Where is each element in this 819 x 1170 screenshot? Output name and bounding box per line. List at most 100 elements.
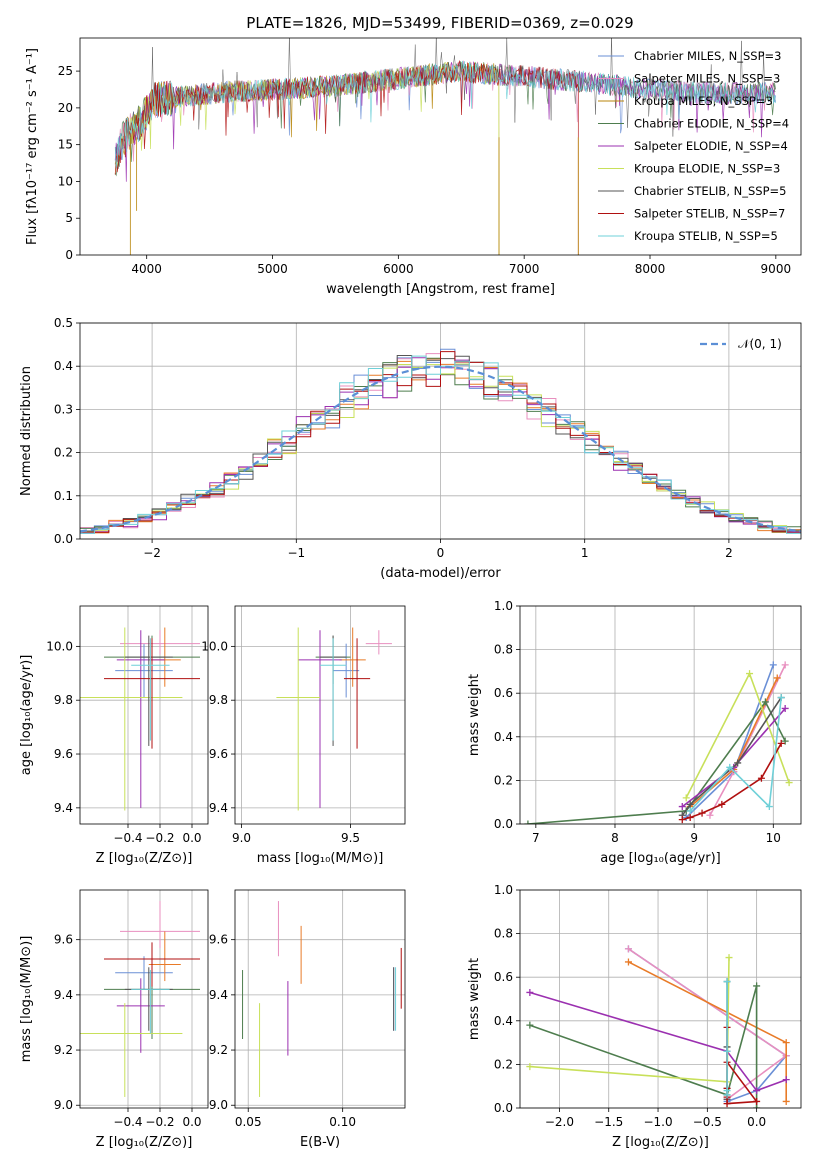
- y-tick-label: 0.3: [54, 402, 73, 416]
- histogram-7: [80, 351, 801, 534]
- legend-label: Kroupa ELODIE, N_SSP=3: [634, 162, 780, 176]
- x-axis-label: age [log₁₀(age/yr)]: [600, 851, 721, 866]
- legend-label: Chabrier STELIB, N_SSP=5: [634, 184, 786, 198]
- x-tick-label: 0.0: [182, 1115, 201, 1129]
- y-axis-label: age [log₁₀(age/yr)]: [19, 655, 34, 776]
- axes-frame: [79, 889, 209, 1109]
- y-axis-label: Flux [fλ10⁻¹⁷ erg cm⁻² s⁻¹ A⁻¹]: [25, 48, 40, 245]
- y-tick-label: 0.5: [54, 316, 73, 330]
- axes-frame: [234, 889, 406, 1109]
- weight-marker: [765, 803, 773, 811]
- panel-mass-vs-Z: −0.4 −0.2 0.0 9.0 9.2 9.4 9.6 Z [log₁₀(Z/Z⊙)] ma…: [19, 889, 209, 1150]
- panel-spectrum: 4000 5000 6000 7000 8000 9000 0 5 10 15 20 25 wavele…: [25, 37, 802, 297]
- x-tick-label: 8000: [635, 262, 666, 276]
- y-axis-label: mass weight: [467, 674, 482, 756]
- weight-marker: [782, 1039, 790, 1047]
- figure-title: PLATE=1826, MJD=53499, FIBERID=0369, z=0…: [246, 14, 633, 32]
- x-tick-label: 0.10: [329, 1115, 356, 1129]
- weight-marker: [686, 800, 694, 808]
- weight-marker: [782, 1076, 790, 1084]
- y-tick-label: 9.6: [209, 747, 228, 761]
- x-tick-label: 9.0: [232, 831, 251, 845]
- y-tick-label: 0.2: [494, 773, 513, 787]
- legend-label: Chabrier MILES, N_SSP=3: [634, 49, 781, 63]
- weight-marker: [753, 1104, 761, 1108]
- weight-line-3: [527, 700, 786, 824]
- weight-marker: [698, 809, 706, 817]
- weight-marker: [782, 1097, 790, 1105]
- weight-marker: [524, 820, 532, 824]
- x-tick-label: 2: [725, 546, 733, 560]
- weight-marker: [753, 1097, 761, 1105]
- weight-marker: [725, 954, 733, 962]
- y-tick-label: 0.4: [494, 1014, 513, 1028]
- weight-marker: [526, 988, 534, 996]
- panel-age-vs-Z: −0.4 −0.2 0.0 9.4 9.6 9.8 10.0 Z [log₁₀(Z/Z⊙)] a…: [19, 605, 209, 866]
- y-tick-label: 0.8: [494, 927, 513, 941]
- x-tick-label: −1: [287, 546, 305, 560]
- x-tick-label: 8: [611, 831, 619, 845]
- panel-mass-weight-vs-age: 7 8 9 10 0.0 0.2 0.4 0.6 0.8 1.0 age [log₁₀(age/yr…: [467, 599, 802, 866]
- x-tick-label: 0.05: [235, 1115, 262, 1129]
- weight-marker: [678, 816, 686, 824]
- legend-label: Kroupa MILES, N_SSP=3: [634, 94, 773, 108]
- x-tick-label: 0: [437, 546, 445, 560]
- weight-marker: [686, 813, 694, 821]
- y-tick-label: 5: [65, 211, 73, 225]
- axes-frame: [79, 605, 209, 825]
- y-tick-label: 10: [58, 174, 73, 188]
- weight-marker: [718, 800, 726, 808]
- weight-marker: [785, 779, 793, 787]
- x-tick-label: −0.2: [145, 831, 174, 845]
- y-tick-label: 0: [65, 248, 73, 262]
- y-tick-label: 15: [58, 138, 73, 152]
- weight-marker: [526, 1063, 534, 1071]
- y-tick-label: 0.2: [54, 446, 73, 460]
- histogram-8: [80, 355, 801, 534]
- x-tick-label: 4000: [131, 262, 162, 276]
- y-tick-label: 9.4: [209, 988, 228, 1002]
- y-tick-label: 0.0: [494, 817, 513, 831]
- x-tick-label: −0.4: [113, 1115, 142, 1129]
- axes-frame: [234, 605, 406, 825]
- weight-marker: [706, 811, 714, 819]
- plot-area: [276, 627, 392, 811]
- x-tick-label: 9.5: [341, 831, 360, 845]
- x-tick-label: 1: [581, 546, 589, 560]
- legend-label: Salpeter MILES, N_SSP=3: [634, 72, 780, 86]
- y-tick-label: 10.0: [46, 639, 73, 653]
- y-tick-label: 0.2: [494, 1057, 513, 1071]
- x-tick-label: 6000: [383, 262, 414, 276]
- weight-marker: [624, 945, 632, 953]
- y-tick-label: 10.0: [201, 639, 228, 653]
- plot-area: [80, 348, 801, 534]
- panels: 4000 5000 6000 7000 8000 90000510152025wavele…: [19, 37, 802, 1150]
- y-axis-label: mass weight: [467, 958, 482, 1040]
- weight-marker: [781, 737, 789, 745]
- y-tick-label: 20: [58, 101, 73, 115]
- axes-frame: [79, 37, 802, 256]
- x-tick-label: 7000: [509, 262, 540, 276]
- spectrum-line-8: [114, 60, 776, 169]
- x-axis-label: wavelength [Angstrom, rest frame]: [326, 282, 555, 297]
- y-tick-label: 9.2: [54, 1043, 73, 1057]
- weight-marker: [769, 661, 777, 669]
- axes-frame: [519, 605, 802, 825]
- y-tick-label: 9.4: [209, 801, 228, 815]
- weight-marker: [686, 807, 694, 815]
- plot-area: [80, 901, 200, 1097]
- weight-line-3: [529, 985, 758, 1108]
- x-axis-label: Z [log₁₀(Z/Z⊙)]: [96, 1135, 193, 1150]
- axes-frame: [79, 322, 802, 540]
- y-tick-label: 9.6: [209, 933, 228, 947]
- weight-marker: [761, 698, 769, 706]
- x-tick-label: 10: [766, 831, 781, 845]
- x-tick-label: 7: [532, 831, 540, 845]
- y-tick-label: 0.4: [494, 730, 513, 744]
- weight-marker: [723, 1100, 731, 1108]
- y-tick-label: 0.6: [494, 970, 513, 984]
- legend-label: 𝒩(0, 1): [738, 337, 782, 351]
- y-tick-label: 0.1: [54, 489, 73, 503]
- gaussian-curve: [80, 365, 801, 533]
